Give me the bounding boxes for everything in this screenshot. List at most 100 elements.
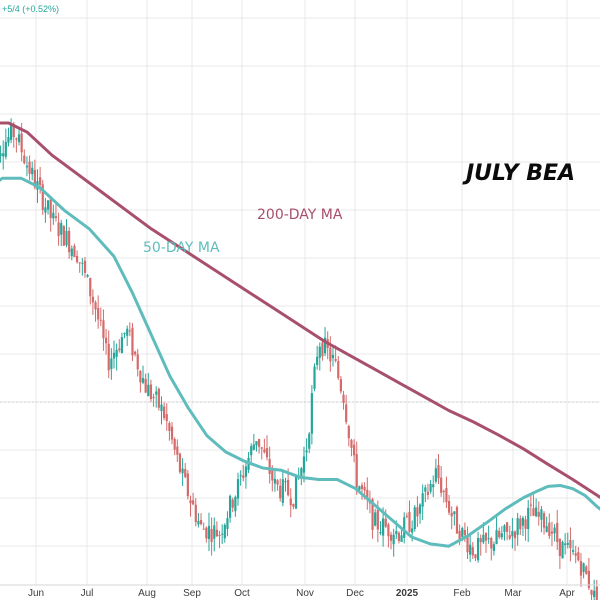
candle-body [126, 328, 129, 336]
candle-body [207, 525, 211, 540]
x-tick-label: Nov [296, 588, 314, 599]
candle-body [350, 439, 353, 448]
ma200-line [0, 121, 600, 500]
candle-body [202, 528, 205, 530]
candle-body [181, 468, 184, 474]
candle-body [434, 468, 437, 482]
candle-body [68, 230, 71, 253]
candle-body [234, 496, 237, 512]
candle-body [120, 337, 124, 354]
x-tick-label: Feb [453, 588, 471, 599]
candle-body [521, 517, 525, 526]
candle-body [81, 262, 84, 264]
candle-body [527, 507, 530, 530]
candle-body [258, 439, 261, 447]
candle-body [210, 528, 213, 542]
candle-body [442, 490, 445, 492]
candle-body [268, 459, 271, 474]
candle-body [564, 543, 567, 545]
candle-body [134, 351, 137, 355]
candle-body [511, 531, 514, 537]
candle-body [176, 446, 179, 455]
candle-body [379, 532, 382, 534]
candle-body [221, 533, 224, 535]
candle-body [41, 184, 44, 210]
candle-body [471, 547, 474, 556]
candle-body [271, 470, 274, 481]
candle-body [508, 535, 511, 539]
candle-body [450, 512, 453, 517]
candle-body [360, 485, 364, 489]
candle-body [323, 337, 327, 354]
x-tick-label: Jun [28, 588, 44, 599]
candle-body [89, 278, 92, 297]
candle-body [540, 509, 543, 520]
candle-body [65, 230, 68, 246]
candle-body [7, 136, 10, 143]
moving-average-lines [0, 121, 600, 548]
chart-grid [0, 0, 600, 585]
chart-annotation: JULY BEA [462, 161, 575, 186]
candle-body [62, 226, 65, 246]
candle-body [2, 153, 5, 157]
candle-body [535, 507, 538, 517]
candle-body [358, 486, 361, 490]
candle-body [455, 507, 459, 534]
candle-body [136, 354, 139, 370]
candle-body [17, 134, 21, 143]
candle-body [255, 441, 258, 446]
candle-body [537, 512, 540, 517]
candle-body [39, 177, 42, 185]
candle-body [215, 529, 218, 537]
candle-body [78, 262, 81, 264]
candle-body [374, 512, 377, 526]
candle-body [226, 518, 229, 529]
candle-body [461, 528, 464, 537]
candle-body [445, 487, 448, 503]
candle-body [104, 337, 108, 344]
candle-body [498, 530, 501, 538]
candle-body [363, 487, 366, 491]
candle-body [294, 475, 298, 509]
candle-body [218, 534, 221, 536]
candle-body [479, 538, 482, 543]
candle-body [276, 480, 279, 485]
candle-body [23, 155, 26, 164]
candle-body [516, 518, 519, 535]
candle-body [118, 348, 121, 351]
candle-body [416, 507, 419, 517]
candle-body [574, 553, 577, 556]
candle-body [199, 520, 203, 525]
candle-body [173, 439, 176, 450]
candle-body [342, 394, 345, 403]
candle-body [595, 586, 598, 600]
candle-body [25, 165, 29, 168]
candle-body [469, 544, 472, 555]
candle-body [519, 518, 522, 530]
candle-body [305, 450, 308, 453]
candle-body [495, 530, 498, 545]
candle-body [273, 478, 277, 484]
candle-body [355, 454, 358, 488]
candle-body [487, 538, 490, 540]
candle-body [260, 447, 263, 449]
candle-body [170, 426, 174, 440]
candle-body [524, 519, 527, 529]
candle-body [265, 448, 269, 458]
candle-body [405, 515, 408, 517]
candle-body [587, 570, 590, 588]
candle-body [484, 533, 488, 541]
candle-body [160, 404, 163, 412]
candle-body [424, 487, 427, 492]
candle-body [168, 423, 171, 431]
candle-body [376, 509, 379, 530]
x-tick-label: Oct [234, 588, 250, 599]
candle-body [141, 378, 145, 383]
candle-body [329, 347, 332, 362]
candle-body [165, 414, 168, 422]
candle-body [387, 524, 390, 537]
ma50-label: 50-DAY MA [143, 240, 220, 256]
candle-body [213, 525, 216, 539]
candle-body [316, 356, 319, 365]
candle-body [556, 523, 559, 543]
